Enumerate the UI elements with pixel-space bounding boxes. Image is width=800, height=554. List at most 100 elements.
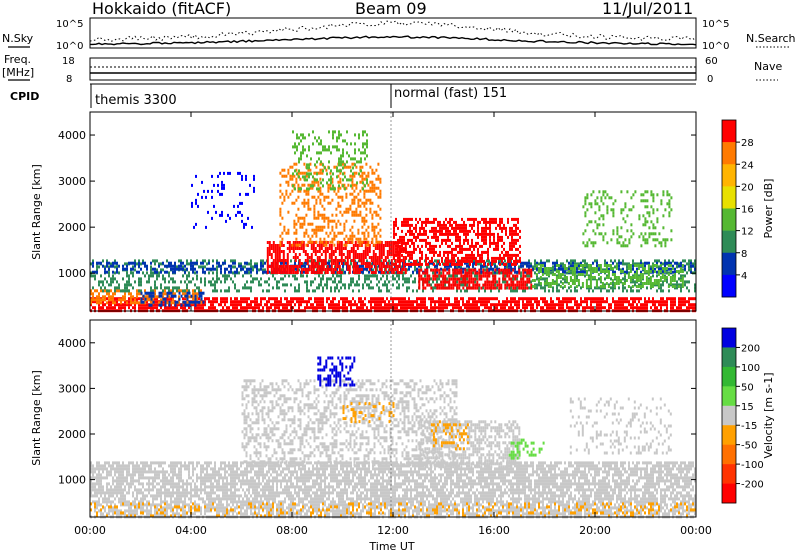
radar-cell xyxy=(315,180,318,184)
radar-cell xyxy=(430,261,432,265)
radar-cell xyxy=(352,303,354,307)
radar-cell xyxy=(297,216,300,220)
radar-cell xyxy=(182,267,184,271)
radar-cell xyxy=(236,303,238,307)
radar-cell xyxy=(302,274,304,278)
radar-cell xyxy=(362,283,364,287)
radar-cell xyxy=(356,181,358,185)
radar-cell xyxy=(278,268,281,271)
radar-cell xyxy=(377,222,380,226)
radar-cell xyxy=(648,300,650,304)
radar-cell xyxy=(293,222,296,226)
radar-cell xyxy=(678,262,680,266)
radar-cell xyxy=(200,294,203,298)
radar-cell xyxy=(465,256,467,260)
radar-cell xyxy=(361,231,364,235)
radar-cell xyxy=(316,303,318,307)
radar-cell xyxy=(376,274,378,278)
radar-cell xyxy=(407,238,409,242)
radar-cell xyxy=(449,229,451,233)
radar-cell xyxy=(515,262,517,266)
radar-cell xyxy=(417,220,419,224)
radar-cell xyxy=(363,192,366,196)
radar-cell xyxy=(281,174,284,178)
radar-cell xyxy=(208,267,210,271)
radar-cell xyxy=(295,162,298,166)
radar-cell xyxy=(676,261,678,265)
radar-cell xyxy=(516,300,518,304)
radar-cell xyxy=(604,283,606,287)
radar-cell xyxy=(374,247,377,250)
radar-cell xyxy=(144,303,146,307)
radar-cell xyxy=(312,247,315,250)
radar-cell xyxy=(395,232,397,236)
radar-cell xyxy=(200,297,203,301)
radar-cell xyxy=(342,271,344,275)
radar-cell xyxy=(176,303,178,307)
radar-cell xyxy=(353,171,356,175)
radar-cell xyxy=(473,229,475,233)
radar-cell xyxy=(338,274,340,278)
radar-cell xyxy=(188,262,190,266)
radar-cell xyxy=(336,283,338,287)
radar-cell xyxy=(280,241,283,244)
radar-cell xyxy=(458,306,460,310)
radar-cell xyxy=(318,262,320,266)
radar-cell xyxy=(228,274,230,278)
radar-cell xyxy=(302,300,304,304)
radar-cell xyxy=(346,259,349,262)
radar-cell xyxy=(282,256,285,259)
radar-cell xyxy=(114,261,116,265)
radar-cell xyxy=(132,271,134,275)
radar-cell xyxy=(435,250,437,254)
radar-cell xyxy=(208,259,210,263)
radar-cell xyxy=(485,217,487,221)
radar-cell xyxy=(489,235,491,239)
radar-cell xyxy=(439,262,441,266)
radar-cell xyxy=(435,217,437,221)
radar-cell xyxy=(622,289,624,293)
radar-cell xyxy=(328,253,331,256)
radar-cell xyxy=(382,271,385,274)
radar-cell xyxy=(296,268,299,271)
radar-cell xyxy=(334,306,336,310)
radar-cell xyxy=(268,244,271,247)
radar-cell xyxy=(344,303,346,307)
radar-cell xyxy=(402,268,405,271)
radar-cell xyxy=(359,210,362,214)
radar-cell xyxy=(426,283,429,287)
radar-cell xyxy=(212,289,214,293)
radar-cell xyxy=(376,256,379,259)
radar-cell xyxy=(363,171,366,175)
radar-cell xyxy=(270,244,273,247)
radar-cell xyxy=(330,181,332,185)
radar-cell xyxy=(400,250,403,253)
radar-cell xyxy=(230,303,232,307)
radar-cell xyxy=(636,303,638,307)
radar-cell xyxy=(483,229,485,233)
radar-cell xyxy=(262,264,264,268)
radar-cell xyxy=(138,303,140,307)
radar-cell xyxy=(234,259,236,263)
radar-cell xyxy=(407,217,409,221)
radar-cell xyxy=(204,303,206,307)
radar-cell xyxy=(608,306,610,310)
radar-cell xyxy=(92,295,94,299)
radar-cell xyxy=(332,250,335,253)
radar-cell xyxy=(172,292,174,296)
radar-cell xyxy=(292,247,295,250)
radar-cell xyxy=(332,268,335,271)
radar-cell xyxy=(407,229,409,233)
radar-cell xyxy=(340,297,342,301)
radar-cell xyxy=(274,244,277,247)
radar-cell xyxy=(477,247,479,251)
radar-cell xyxy=(684,297,686,301)
radar-cell xyxy=(516,277,518,281)
radar-cell xyxy=(636,306,638,310)
radar-cell xyxy=(654,306,656,310)
radar-cell xyxy=(364,265,367,268)
radar-cell xyxy=(325,216,328,220)
radar-cell xyxy=(646,306,648,310)
radar-cell xyxy=(345,210,348,214)
radar-cell xyxy=(314,306,316,310)
